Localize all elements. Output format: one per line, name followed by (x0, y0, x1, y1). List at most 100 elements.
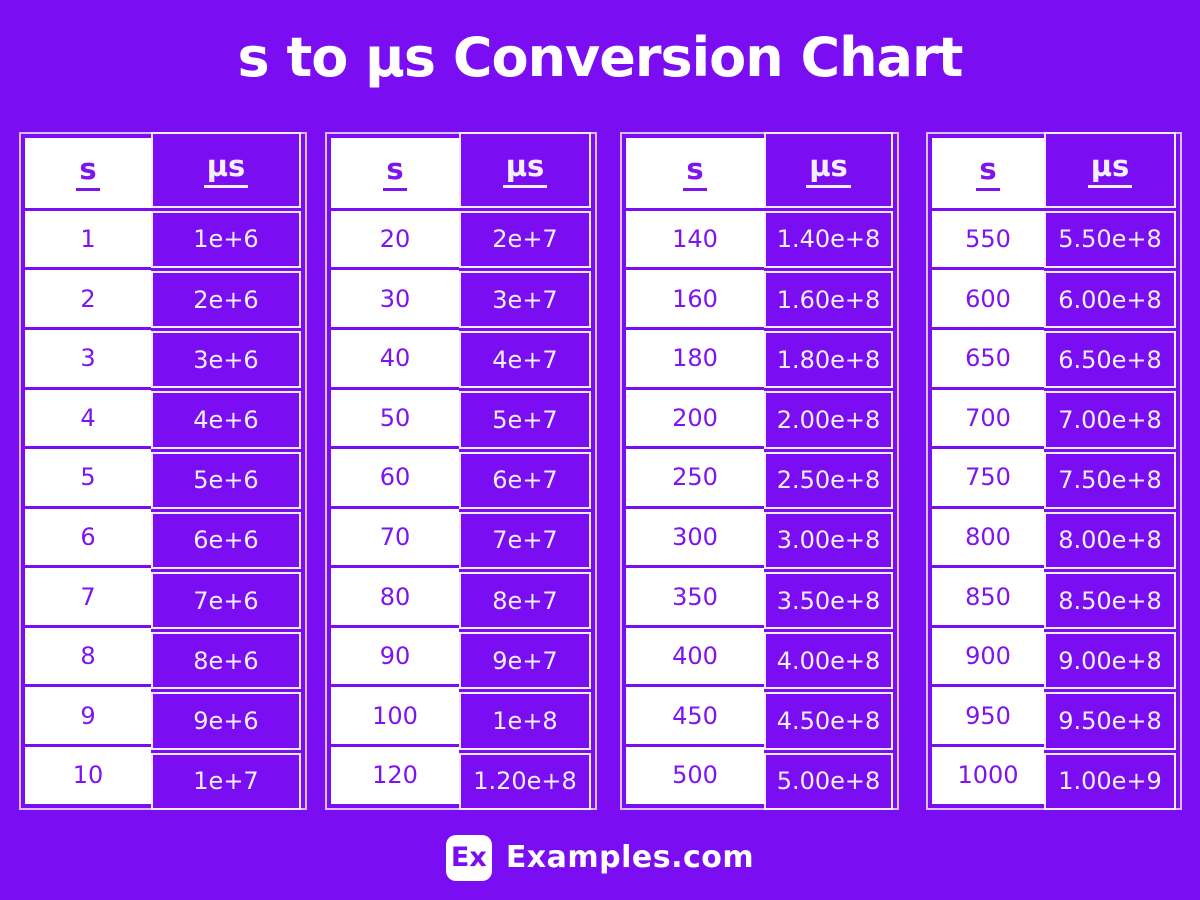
us-value-cell: 3.50e+8 (764, 571, 893, 630)
s-value-cell: 60 (331, 449, 459, 506)
us-value-cell: 9.00e+8 (1044, 632, 1176, 690)
s-value-cell: 250 (626, 449, 764, 506)
us-value-cell: 6e+6 (151, 511, 301, 569)
us-value-cell: 8.50e+8 (1044, 571, 1176, 630)
column-header-us-label: µs (203, 151, 249, 188)
column-header-s-label: s (383, 154, 407, 191)
column-header-s: s (626, 137, 764, 208)
us-value-cell: 6e+7 (459, 451, 591, 509)
us-value-cell: 4.00e+8 (764, 632, 893, 690)
s-value-cell: 50 (331, 389, 459, 447)
s-value-cell: 120 (331, 747, 459, 804)
us-value-cell: 6.00e+8 (1044, 270, 1176, 329)
footer-brand: Ex Examples.com (0, 834, 1200, 881)
s-value-cell: 1 (25, 210, 151, 268)
us-value-cell: 1.20e+8 (459, 752, 591, 810)
us-value-cell: 8e+6 (151, 632, 301, 690)
column-header-us-label: µs (806, 151, 851, 188)
s-value-cell: 2 (25, 270, 151, 327)
seconds-column: s 550 600 650 700 750 800 850 900 950 1000 (932, 137, 1044, 804)
s-value-cell: 9 (25, 687, 151, 745)
conversion-table-3: s 140 160 180 200 250 300 350 400 450 500 µs 1.40… (620, 131, 899, 810)
s-value-cell: 30 (331, 270, 459, 327)
seconds-column: s 20 30 40 50 60 70 80 90 100 120 (331, 137, 459, 804)
us-value-cell: 3e+7 (459, 270, 591, 329)
us-value-cell: 1e+8 (459, 692, 591, 750)
seconds-column: s 140 160 180 200 250 300 350 400 450 500 (626, 137, 764, 804)
s-value-cell: 7 (25, 568, 151, 625)
s-value-cell: 800 (932, 508, 1044, 566)
tables-container: s 1 2 3 4 5 6 7 8 9 10 µs 1e+6 2e+6 3e+6 4e+6 5e+6 6e+… (0, 131, 1200, 810)
s-value-cell: 4 (25, 389, 151, 447)
s-value-cell: 200 (626, 389, 764, 447)
s-value-cell: 950 (932, 687, 1044, 745)
us-value-cell: 8.00e+8 (1044, 511, 1176, 569)
s-value-cell: 550 (932, 210, 1044, 268)
us-value-cell: 1.80e+8 (764, 331, 893, 389)
examples-logo-icon: Ex (445, 834, 492, 881)
s-value-cell: 450 (626, 687, 764, 745)
us-value-cell: 4.50e+8 (764, 692, 893, 750)
s-value-cell: 300 (626, 508, 764, 566)
us-value-cell: 3e+6 (151, 331, 301, 389)
us-value-cell: 9.50e+8 (1044, 692, 1176, 750)
s-value-cell: 80 (331, 568, 459, 625)
us-value-cell: 4e+7 (459, 331, 591, 389)
column-header-s-label: s (76, 154, 100, 191)
s-value-cell: 850 (932, 568, 1044, 625)
microseconds-column: µs 5.50e+8 6.00e+8 6.50e+8 7.00e+8 7.50e+8 8.… (1044, 131, 1176, 810)
us-value-cell: 2.00e+8 (764, 391, 893, 449)
us-value-cell: 9e+6 (151, 692, 301, 750)
microseconds-column: µs 1e+6 2e+6 3e+6 4e+6 5e+6 6e+6 7e+6 8e+6 9e+6 1… (151, 131, 301, 810)
s-value-cell: 700 (932, 389, 1044, 447)
us-value-cell: 2.50e+8 (764, 451, 893, 509)
microseconds-column: µs 1.40e+8 1.60e+8 1.80e+8 2.00e+8 2.50e+8 3.… (764, 131, 893, 810)
s-value-cell: 1000 (932, 747, 1044, 804)
us-value-cell: 4e+6 (151, 391, 301, 449)
s-value-cell: 180 (626, 329, 764, 387)
us-value-cell: 5.00e+8 (764, 752, 893, 810)
s-value-cell: 6 (25, 508, 151, 566)
us-value-cell: 9e+7 (459, 632, 591, 690)
us-value-cell: 7e+7 (459, 511, 591, 569)
s-value-cell: 400 (626, 627, 764, 685)
s-value-cell: 8 (25, 627, 151, 685)
s-value-cell: 650 (932, 329, 1044, 387)
us-value-cell: 8e+7 (459, 571, 591, 630)
column-header-us: µs (1044, 131, 1176, 208)
conversion-table-2: s 20 30 40 50 60 70 80 90 100 120 µs 2e+7 3e+7 4e+7… (325, 131, 597, 810)
s-value-cell: 350 (626, 568, 764, 625)
page-title: s to µs Conversion Chart (237, 26, 964, 89)
us-value-cell: 1.60e+8 (764, 270, 893, 329)
s-value-cell: 750 (932, 449, 1044, 506)
column-header-us: µs (151, 131, 301, 208)
column-header-s-label: s (683, 154, 707, 191)
us-value-cell: 1.00e+9 (1044, 752, 1176, 810)
column-header-s-label: s (976, 154, 1000, 191)
us-value-cell: 7e+6 (151, 571, 301, 630)
conversion-table-4: s 550 600 650 700 750 800 850 900 950 1000 µs 5.5… (926, 131, 1182, 810)
seconds-column: s 1 2 3 4 5 6 7 8 9 10 (25, 137, 151, 804)
column-header-s: s (331, 137, 459, 208)
microseconds-column: µs 2e+7 3e+7 4e+7 5e+7 6e+7 7e+7 8e+7 9e+7 1e+8 1… (459, 131, 591, 810)
conversion-table-1: s 1 2 3 4 5 6 7 8 9 10 µs 1e+6 2e+6 3e+6 4e+6 5e+6 6e+… (19, 131, 307, 810)
us-value-cell: 2e+6 (151, 270, 301, 329)
us-value-cell: 1.40e+8 (764, 210, 893, 268)
s-value-cell: 500 (626, 747, 764, 804)
column-header-us-label: µs (1087, 151, 1133, 188)
s-value-cell: 900 (932, 627, 1044, 685)
s-value-cell: 100 (331, 687, 459, 745)
us-value-cell: 2e+7 (459, 210, 591, 268)
us-value-cell: 1e+7 (151, 752, 301, 810)
s-value-cell: 3 (25, 329, 151, 387)
s-value-cell: 160 (626, 270, 764, 327)
s-value-cell: 10 (25, 747, 151, 804)
us-value-cell: 5e+6 (151, 451, 301, 509)
s-value-cell: 90 (331, 627, 459, 685)
us-value-cell: 3.00e+8 (764, 511, 893, 569)
us-value-cell: 6.50e+8 (1044, 331, 1176, 389)
s-value-cell: 40 (331, 329, 459, 387)
us-value-cell: 5e+7 (459, 391, 591, 449)
us-value-cell: 5.50e+8 (1044, 210, 1176, 268)
